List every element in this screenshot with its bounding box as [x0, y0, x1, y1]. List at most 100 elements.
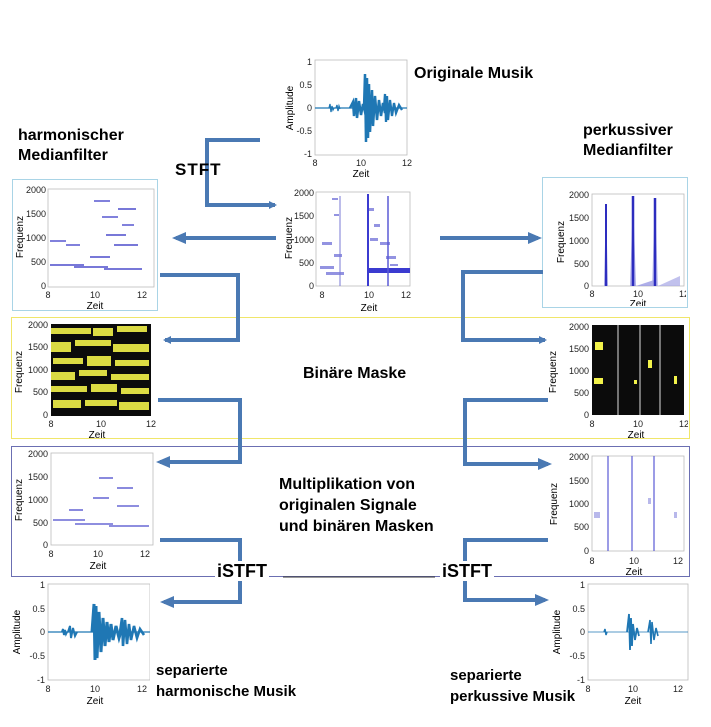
amp-tick--0.5: -0.5 [296, 126, 312, 136]
percussive-mask-plot: 2000 1500 1000 500 0 8 10 12 Zeit Freque… [548, 322, 688, 440]
svg-text:Zeit: Zeit [89, 430, 106, 440]
svg-text:8: 8 [319, 290, 324, 300]
svg-text:500: 500 [299, 258, 314, 268]
amp-tick-1: 1 [307, 58, 312, 67]
svg-text:1000: 1000 [26, 233, 46, 243]
svg-text:Amplitude: Amplitude [285, 85, 296, 130]
svg-text:0: 0 [43, 410, 48, 420]
svg-text:12: 12 [673, 556, 683, 566]
harmonic-filter-frame [12, 179, 158, 311]
separated-percussive-waveform-plot: 1 0.5 0 -0.5 -1 8 10 12 Zeit Amplitude [552, 580, 689, 707]
svg-text:500: 500 [31, 257, 46, 267]
svg-text:2000: 2000 [28, 449, 48, 459]
stft-label: STFT [175, 160, 222, 179]
svg-text:2000: 2000 [26, 185, 46, 195]
svg-text:Frequenz: Frequenz [548, 351, 559, 393]
harmonic-to-mask-arrow [160, 273, 240, 344]
svg-text:12: 12 [401, 290, 411, 300]
svg-text:-1: -1 [577, 675, 585, 685]
svg-text:Frequenz: Frequenz [549, 483, 560, 525]
svg-text:12: 12 [137, 290, 147, 300]
svg-text:8: 8 [45, 290, 50, 300]
svg-text:8: 8 [45, 684, 50, 694]
svg-text:10: 10 [356, 158, 366, 168]
svg-text:8: 8 [48, 549, 53, 559]
svg-text:Frequenz: Frequenz [284, 217, 295, 259]
svg-text:-0.5: -0.5 [569, 651, 585, 661]
svg-text:10: 10 [90, 684, 100, 694]
svg-text:Frequenz: Frequenz [556, 221, 567, 263]
svg-text:1: 1 [40, 580, 45, 590]
svg-text:2000: 2000 [569, 452, 589, 462]
full-spectrogram-plot: 2000 1500 1000 500 0 8 10 12 Zeit Freque… [284, 188, 411, 314]
svg-text:10: 10 [93, 549, 103, 559]
svg-text:Zeit: Zeit [628, 430, 645, 440]
svg-text:12: 12 [402, 158, 412, 168]
svg-text:0.5: 0.5 [32, 604, 45, 614]
svg-text:8: 8 [589, 419, 594, 429]
svg-text:1000: 1000 [294, 235, 314, 245]
svg-text:10: 10 [629, 556, 639, 566]
multiplication-title: Multiplikation von originalen Signale un… [279, 476, 434, 535]
svg-text:8: 8 [589, 289, 594, 299]
svg-text:10: 10 [628, 684, 638, 694]
mask-to-mult-right-arrow [463, 398, 552, 470]
svg-text:12: 12 [137, 684, 147, 694]
binary-mask-title: Binäre Maske [303, 365, 407, 382]
svg-text:10: 10 [96, 419, 106, 429]
svg-text:-0.5: -0.5 [29, 651, 45, 661]
svg-text:0: 0 [43, 540, 48, 550]
separated-percussive-title: separierte perkussive Musik [450, 667, 576, 705]
svg-text:500: 500 [33, 387, 48, 397]
svg-text:1000: 1000 [28, 365, 48, 375]
harmonic-spectrogram-plot: 2000 1500 1000 500 0 8 10 12 Zeit Freque… [15, 185, 155, 309]
svg-text:12: 12 [673, 684, 683, 694]
svg-text:10: 10 [364, 290, 374, 300]
svg-text:12: 12 [679, 419, 688, 429]
svg-text:0.5: 0.5 [572, 604, 585, 614]
svg-text:1500: 1500 [569, 344, 589, 354]
svg-text:2000: 2000 [28, 320, 48, 330]
separated-harmonic-waveform-plot: 1 0.5 0 -0.5 -1 8 10 12 Zeit Amplitude [12, 580, 150, 707]
svg-text:500: 500 [574, 388, 589, 398]
svg-text:Amplitude: Amplitude [552, 609, 563, 654]
percussive-to-mask-arrow [461, 270, 547, 344]
original-waveform-plot: 1 0.5 0 -0.5 -1 8 10 12 Zeit Amplitude [285, 58, 412, 180]
binary-mask-frame [11, 317, 690, 439]
svg-text:1500: 1500 [294, 211, 314, 221]
svg-text:0: 0 [309, 281, 314, 291]
svg-text:-1: -1 [37, 675, 45, 685]
svg-text:1000: 1000 [569, 366, 589, 376]
original-music-title: Originale Musik [414, 65, 534, 82]
svg-text:Frequenz: Frequenz [15, 216, 26, 258]
mask-to-mult-left-arrow [156, 398, 242, 468]
svg-text:0: 0 [584, 281, 589, 291]
percussive-filter-frame [542, 177, 688, 308]
svg-text:10: 10 [90, 290, 100, 300]
svg-text:0: 0 [580, 627, 585, 637]
amp-tick-0.5: 0.5 [299, 80, 312, 90]
svg-text:1000: 1000 [569, 499, 589, 509]
percussive-filter-title: perkussiver Medianfilter [583, 122, 673, 159]
svg-text:Zeit: Zeit [87, 696, 104, 707]
svg-text:Zeit: Zeit [361, 303, 378, 314]
amp-tick-0: 0 [307, 103, 312, 113]
svg-text:8: 8 [312, 158, 317, 168]
svg-text:Zeit: Zeit [353, 169, 370, 180]
svg-text:1500: 1500 [26, 209, 46, 219]
svg-text:Amplitude: Amplitude [12, 609, 23, 654]
svg-text:1000: 1000 [28, 495, 48, 505]
svg-text:Zeit: Zeit [87, 301, 104, 309]
svg-text:Zeit: Zeit [90, 561, 107, 572]
svg-text:Frequenz: Frequenz [14, 351, 25, 393]
svg-text:1500: 1500 [28, 342, 48, 352]
svg-text:8: 8 [589, 556, 594, 566]
svg-text:12: 12 [679, 289, 686, 299]
svg-text:1: 1 [580, 580, 585, 590]
percussive-spectrogram-plot: 2000 1500 1000 500 0 8 10 12 Zeit Freque… [556, 190, 686, 306]
svg-text:0: 0 [584, 546, 589, 556]
svg-text:2000: 2000 [294, 188, 314, 198]
svg-text:500: 500 [574, 259, 589, 269]
svg-text:10: 10 [633, 419, 643, 429]
svg-text:2000: 2000 [569, 190, 589, 200]
